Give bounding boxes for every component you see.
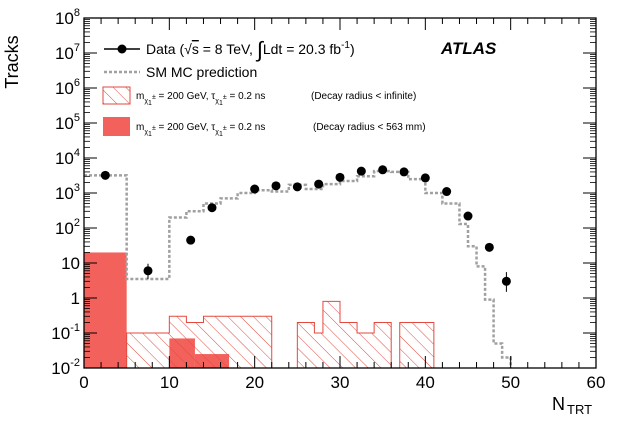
data-marker-14 — [463, 211, 473, 221]
data-marker-8 — [335, 172, 345, 182]
data-point-10 — [378, 165, 388, 175]
data-marker-6 — [292, 182, 302, 192]
y-tick-label-2: 106 — [55, 77, 80, 98]
x-tick-label-6: 60 — [587, 373, 606, 392]
legend-label-filled: mχ1± = 200 GeV, τχ1± = 0.2 ns — [136, 122, 265, 138]
x-axis-title: N TRT — [552, 394, 592, 417]
data-marker-9 — [356, 166, 366, 176]
data-marker-10 — [378, 165, 388, 175]
data-point-3 — [207, 203, 217, 213]
hatched-signal-bar-3 — [203, 316, 272, 368]
data-point-15 — [484, 242, 494, 252]
hatched-signal-bar-6 — [314, 333, 323, 368]
legend-entry-data: Data (√s = 8 TeV, ∫Ldt = 20.3 fb-1) — [104, 37, 355, 62]
legend-label-data: Data (√s = 8 TeV, ∫Ldt = 20.3 fb-1) — [146, 37, 355, 62]
y-tick-label-3: 105 — [55, 112, 80, 133]
x-axis-title-main: N — [552, 394, 565, 414]
legend-entry-mc: SM MC prediction — [104, 64, 257, 80]
sqrt-sign: √ — [184, 41, 192, 57]
atlas-label: ATLAS — [440, 39, 497, 58]
x-tick-label-3: 30 — [331, 373, 350, 392]
y-tick-label-10: 10-2 — [51, 357, 80, 378]
data-marker-1 — [143, 266, 153, 276]
data-marker-3 — [207, 203, 217, 213]
data-point-11 — [399, 167, 409, 177]
y-tick-label-1: 107 — [55, 42, 80, 63]
y-tick-label-4: 104 — [55, 147, 80, 168]
data-marker-16 — [501, 276, 511, 286]
data-marker-2 — [186, 235, 196, 245]
data-point-8 — [335, 172, 345, 182]
data-point-5 — [271, 181, 281, 191]
y-tick-label-5: 103 — [55, 182, 80, 203]
y-tick-label-6: 102 — [55, 217, 80, 238]
legend-note-filled: (Decay radius < 563 mm) — [313, 122, 426, 133]
data-marker-5 — [271, 181, 281, 191]
mc-prediction-line — [84, 169, 512, 368]
data-point-12 — [420, 173, 430, 183]
x-tick-label-1: 10 — [160, 373, 179, 392]
data-point-9 — [356, 166, 366, 176]
hatched-signal-bar-12 — [399, 322, 417, 368]
x-tick-label-0: 0 — [79, 373, 88, 392]
data-point-2 — [186, 235, 196, 245]
data-point-4 — [250, 184, 260, 194]
data-point-13 — [442, 187, 452, 197]
legend-label-mc: SM MC prediction — [146, 64, 257, 80]
data-marker-15 — [484, 242, 494, 252]
hatched-signal-bar-5 — [297, 322, 315, 368]
hatched-signal-bar-10 — [374, 322, 392, 368]
hatched-signal-bar-8 — [340, 322, 358, 368]
mc-prediction-layer — [84, 169, 512, 368]
filled-signal-bar-0 — [84, 252, 127, 368]
legend-entry-hatched: mχ1± = 200 GeV, τχ1± = 0.2 ns (Decay rad… — [102, 86, 416, 107]
hatched-signal-bar-2 — [186, 322, 204, 368]
y-tick-label-7: 10 — [61, 254, 80, 273]
axes-layer — [83, 17, 597, 369]
data-marker-7 — [314, 179, 324, 189]
data-point-1 — [143, 263, 153, 279]
x-axis-title-sub: TRT — [567, 402, 592, 417]
hatched-signal-bar-13 — [416, 322, 434, 368]
y-tick-label-0: 108 — [55, 7, 80, 28]
data-point-14 — [463, 211, 473, 221]
legend-entry-filled: mχ1± = 200 GeV, τχ1± = 0.2 ns (Decay rad… — [103, 117, 426, 138]
hatched-signal-layer — [126, 300, 435, 369]
hatched-signal-bar-7 — [322, 301, 340, 368]
legend-note-hatched: (Decay radius < infinite) — [311, 91, 416, 102]
legend-label-hatched: mχ1± = 200 GeV, τχ1± = 0.2 ns — [136, 91, 265, 107]
hatched-signal-bar-9 — [357, 333, 375, 368]
data-point-16 — [501, 272, 511, 292]
data-points-layer — [100, 165, 511, 292]
integral-sign: ∫ — [255, 37, 265, 62]
data-marker-4 — [250, 184, 260, 194]
hatched-signal-bar-0 — [126, 333, 170, 368]
tick-labels-layer: 0 10 20 30 40 50 6010810710610510410310210110-… — [51, 7, 605, 392]
data-point-6 — [292, 182, 302, 192]
y-tick-label-9: 10-1 — [51, 322, 80, 343]
data-point-7 — [314, 179, 324, 189]
data-marker-12 — [420, 173, 430, 183]
hatched-signal-bar-1 — [169, 316, 187, 368]
x-tick-label-4: 40 — [416, 373, 435, 392]
data-marker-11 — [399, 167, 409, 177]
data-marker-13 — [442, 187, 452, 197]
legend: Data (√s = 8 TeV, ∫Ldt = 20.3 fb-1) ATLA… — [102, 37, 497, 138]
x-tick-label-5: 50 — [501, 373, 520, 392]
data-marker-0 — [100, 170, 110, 180]
y-tick-label-8: 1 — [71, 289, 80, 308]
data-point-0 — [100, 170, 110, 180]
x-tick-label-2: 20 — [245, 373, 264, 392]
y-axis-title: Tracks — [2, 35, 22, 88]
